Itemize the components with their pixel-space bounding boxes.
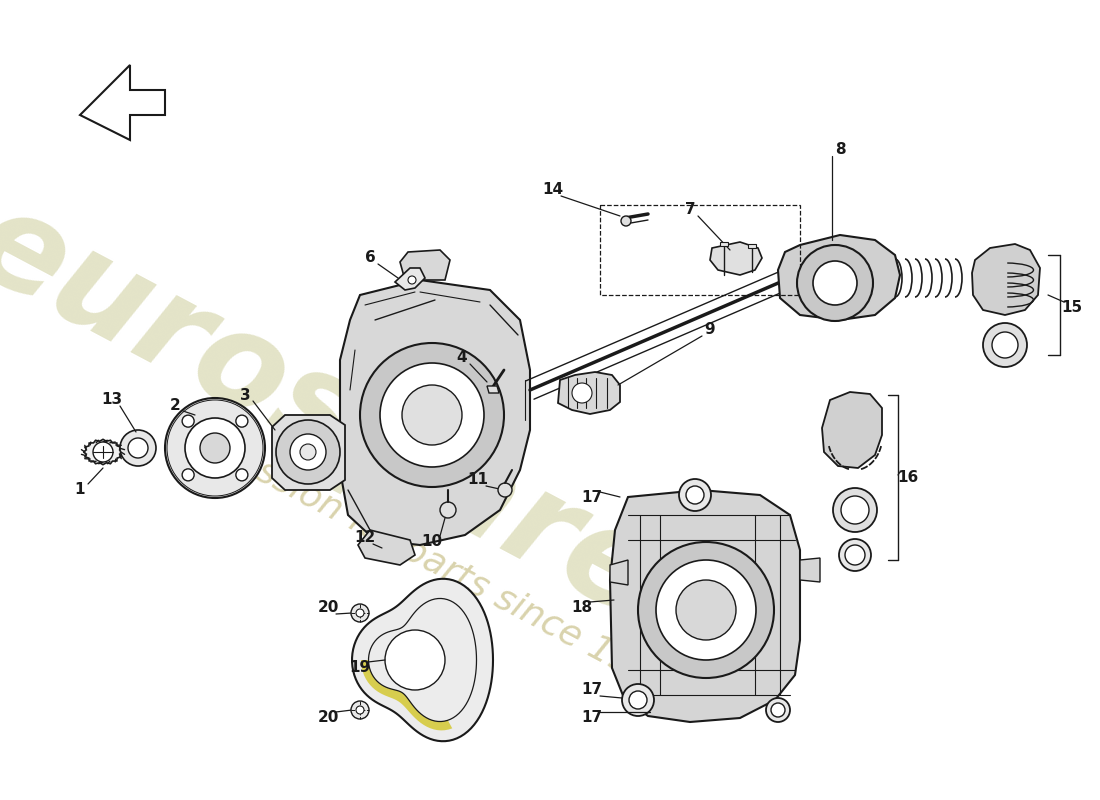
Polygon shape xyxy=(358,530,415,565)
Circle shape xyxy=(235,469,248,481)
Circle shape xyxy=(351,701,369,719)
Polygon shape xyxy=(800,558,820,582)
Polygon shape xyxy=(558,372,620,414)
Circle shape xyxy=(498,483,512,497)
Text: 17: 17 xyxy=(582,490,603,506)
Text: 10: 10 xyxy=(421,534,442,550)
Text: 4: 4 xyxy=(456,350,468,366)
Circle shape xyxy=(813,261,857,305)
Circle shape xyxy=(300,444,316,460)
Circle shape xyxy=(629,691,647,709)
Polygon shape xyxy=(610,560,628,585)
Circle shape xyxy=(94,442,113,462)
Text: 19: 19 xyxy=(350,661,371,675)
Polygon shape xyxy=(822,392,882,468)
Circle shape xyxy=(621,684,654,716)
Circle shape xyxy=(656,560,756,660)
Polygon shape xyxy=(352,579,493,741)
Bar xyxy=(600,205,800,295)
Polygon shape xyxy=(720,242,728,246)
Circle shape xyxy=(185,418,245,478)
Circle shape xyxy=(833,488,877,532)
Circle shape xyxy=(621,216,631,226)
Text: 14: 14 xyxy=(542,182,563,198)
Text: 17: 17 xyxy=(582,682,603,698)
Circle shape xyxy=(165,398,265,498)
Circle shape xyxy=(356,609,364,617)
Text: 6: 6 xyxy=(364,250,375,266)
Circle shape xyxy=(183,415,194,427)
Text: 13: 13 xyxy=(101,393,122,407)
Text: 20: 20 xyxy=(317,710,339,726)
Circle shape xyxy=(408,276,416,284)
Circle shape xyxy=(235,415,248,427)
Circle shape xyxy=(983,323,1027,367)
Circle shape xyxy=(276,420,340,484)
Circle shape xyxy=(839,539,871,571)
Circle shape xyxy=(440,502,456,518)
Text: 7: 7 xyxy=(684,202,695,218)
Polygon shape xyxy=(340,280,530,545)
Text: 18: 18 xyxy=(571,601,593,615)
Polygon shape xyxy=(361,660,452,730)
Circle shape xyxy=(771,703,785,717)
Circle shape xyxy=(686,486,704,504)
Circle shape xyxy=(572,383,592,403)
Polygon shape xyxy=(400,250,450,280)
Text: eurospares: eurospares xyxy=(0,178,748,682)
Polygon shape xyxy=(84,439,122,465)
Circle shape xyxy=(766,698,790,722)
Circle shape xyxy=(402,385,462,445)
Circle shape xyxy=(845,545,865,565)
Circle shape xyxy=(679,479,711,511)
Polygon shape xyxy=(710,242,762,275)
Text: 1: 1 xyxy=(75,482,86,498)
Circle shape xyxy=(128,438,148,458)
Circle shape xyxy=(360,343,504,487)
Text: 11: 11 xyxy=(468,473,488,487)
Polygon shape xyxy=(272,415,345,490)
Circle shape xyxy=(183,469,194,481)
Circle shape xyxy=(356,706,364,714)
Text: a passion for parts since 1985: a passion for parts since 1985 xyxy=(182,417,679,703)
Circle shape xyxy=(798,245,873,321)
Circle shape xyxy=(379,363,484,467)
Polygon shape xyxy=(487,386,499,393)
Circle shape xyxy=(638,542,774,678)
Polygon shape xyxy=(80,65,165,140)
Text: 12: 12 xyxy=(354,530,375,546)
Circle shape xyxy=(385,630,446,690)
Circle shape xyxy=(120,430,156,466)
Polygon shape xyxy=(748,244,756,248)
Text: 9: 9 xyxy=(705,322,715,338)
Text: 20: 20 xyxy=(317,601,339,615)
Text: 3: 3 xyxy=(240,387,251,402)
Text: 8: 8 xyxy=(835,142,845,158)
Polygon shape xyxy=(610,490,800,722)
Text: 15: 15 xyxy=(1062,301,1082,315)
Text: 16: 16 xyxy=(898,470,918,486)
Text: 2: 2 xyxy=(169,398,180,413)
Circle shape xyxy=(842,496,869,524)
Text: 17: 17 xyxy=(582,710,603,726)
Polygon shape xyxy=(395,268,425,290)
Circle shape xyxy=(200,433,230,463)
Circle shape xyxy=(676,580,736,640)
Polygon shape xyxy=(778,235,900,320)
Polygon shape xyxy=(972,244,1040,315)
Circle shape xyxy=(351,604,369,622)
Circle shape xyxy=(992,332,1018,358)
Circle shape xyxy=(290,434,326,470)
